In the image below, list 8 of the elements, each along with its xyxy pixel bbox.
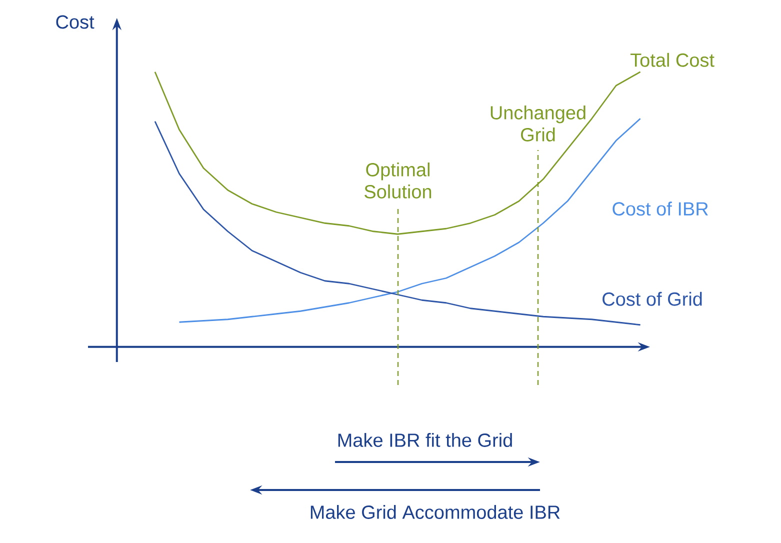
text: Make Grid Accommodate IBR [310, 505, 560, 519]
series-label: Total Cost [630, 52, 714, 67]
series-label: Cost of IBR [612, 202, 708, 216]
annotation: Unchanged Grid [490, 106, 586, 142]
series-label: Cost of Grid [602, 292, 702, 306]
y-axis-title: Cost [56, 15, 94, 29]
annotation: Optimal Solution [364, 162, 432, 198]
text: Make IBR fit the Grid [338, 433, 512, 447]
